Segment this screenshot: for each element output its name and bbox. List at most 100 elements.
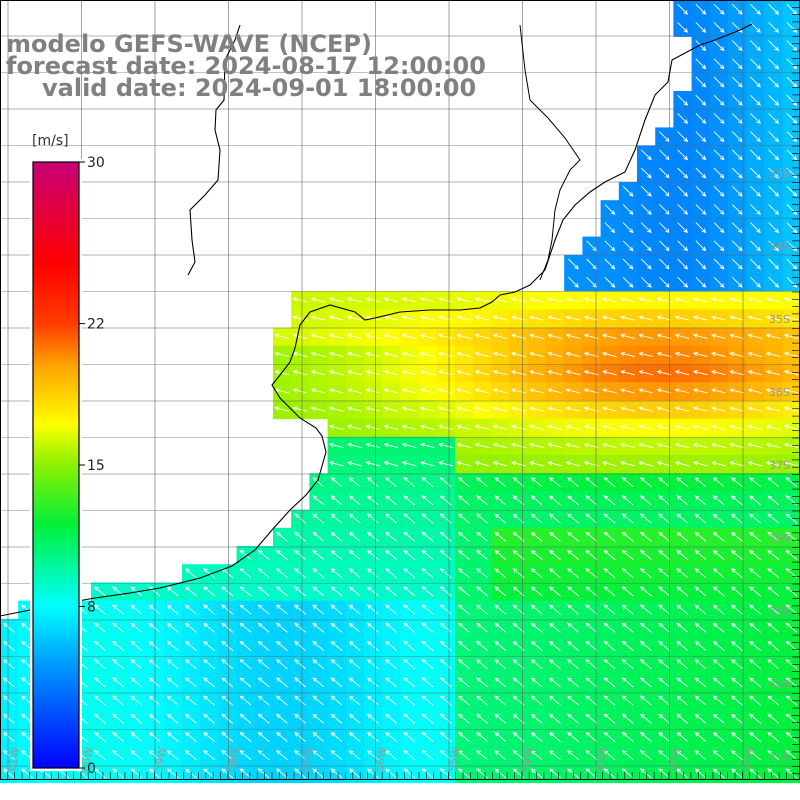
wind-arrow [257,713,270,724]
wind-arrow [567,659,579,670]
wind-arrow [749,513,761,524]
wind-arrow [347,424,362,430]
wind-arrow [365,370,381,376]
wind-arrow [403,477,416,488]
wind-arrow [312,713,325,724]
wind-arrow [713,240,725,252]
wind-arrow [348,659,361,670]
wind-arrow [529,315,544,321]
wind-arrow [749,731,761,742]
wind-arrow [166,750,179,761]
wind-arrow [257,677,270,688]
wind-arrow [492,406,508,412]
wind-arrow [729,297,745,303]
wind-arrow [586,240,598,252]
wind-arrow [457,640,470,651]
wind-arrow [676,477,689,488]
wind-arrow [692,406,708,412]
wind-arrow [676,695,689,706]
wind-arrow [548,513,561,524]
wind-arrow [677,204,689,215]
wind-arrow [603,604,616,615]
wind-arrow [476,586,488,597]
wind-arrow [711,406,726,412]
wind-arrow [330,695,343,706]
wind-arrow [275,713,288,724]
wind-arrow [620,315,635,321]
wind-arrow [385,640,397,651]
wind-arrow [713,3,725,15]
wind-arrow [585,549,598,560]
wind-arrow [221,750,234,761]
wind-arrow [294,659,306,670]
wind-arrow [695,149,707,161]
wind-arrow [676,495,689,506]
wind-arrow [620,351,635,358]
wind-arrow [620,442,635,449]
wind-arrow [767,659,780,670]
wind-arrow [768,258,780,270]
wind-arrow [275,695,288,706]
wind-arrow [548,713,561,724]
wind-arrow [695,185,707,197]
wind-arrow [767,586,780,597]
wind-arrow [366,586,379,597]
wind-arrow [366,659,379,670]
wind-arrow [328,333,344,339]
wind-arrow [639,622,652,633]
wind-arrow [603,731,616,742]
wind-arrow [711,370,726,376]
wind-arrow [713,222,725,234]
wind-arrow [676,513,689,524]
wind-arrow [530,622,543,633]
wind-arrow [292,315,308,321]
title-model: modelo GEFS-WAVE (NCEP) [6,30,372,58]
wind-arrow [601,333,617,339]
wind-arrow [621,604,634,615]
wind-arrow [658,713,670,724]
wind-arrow [421,477,434,488]
wind-arrow [768,76,780,88]
wind-arrow [383,297,399,303]
wind-arrow [692,442,708,449]
wind-arrow [621,568,634,579]
wind-arrow [330,495,343,506]
wind-arrow [239,604,252,615]
wind-arrow [348,677,361,688]
wind-arrow [767,495,780,506]
wind-arrow [676,677,689,688]
wind-arrow [585,695,598,706]
wind-cell [782,54,800,74]
wind-arrow [750,58,761,70]
wind-arrow [695,240,707,252]
wind-arrow [711,333,726,339]
wind-arrow [692,297,708,303]
longitude-label: 57W [299,746,316,773]
wind-arrow [275,640,288,651]
wind-arrow [730,549,743,560]
wind-arrow [328,315,344,321]
wind-arrow [785,659,798,670]
wind-arrow [658,477,670,488]
wind-arrow [712,495,725,506]
wind-arrow [492,424,508,430]
wind-arrow [565,388,581,394]
wind-arrow [203,750,215,761]
wind-arrow [639,731,652,742]
wind-arrow [457,713,470,724]
wind-arrow [383,442,399,449]
wind-arrow [385,768,397,779]
wind-arrow [93,768,106,779]
wind-arrow [785,677,798,688]
wind-arrow [239,640,252,651]
wind-arrow [510,351,526,358]
title-forecast-date: forecast date: 2024-08-17 12:00:00 [6,52,486,80]
wind-arrow [401,442,417,449]
wind-arrow [747,424,763,430]
wind-arrow [692,388,708,394]
wind-arrow [421,713,434,724]
wind-arrow [365,424,381,430]
wind-arrow [731,76,743,88]
wind-arrow [567,549,579,560]
wind-arrow [729,351,745,358]
